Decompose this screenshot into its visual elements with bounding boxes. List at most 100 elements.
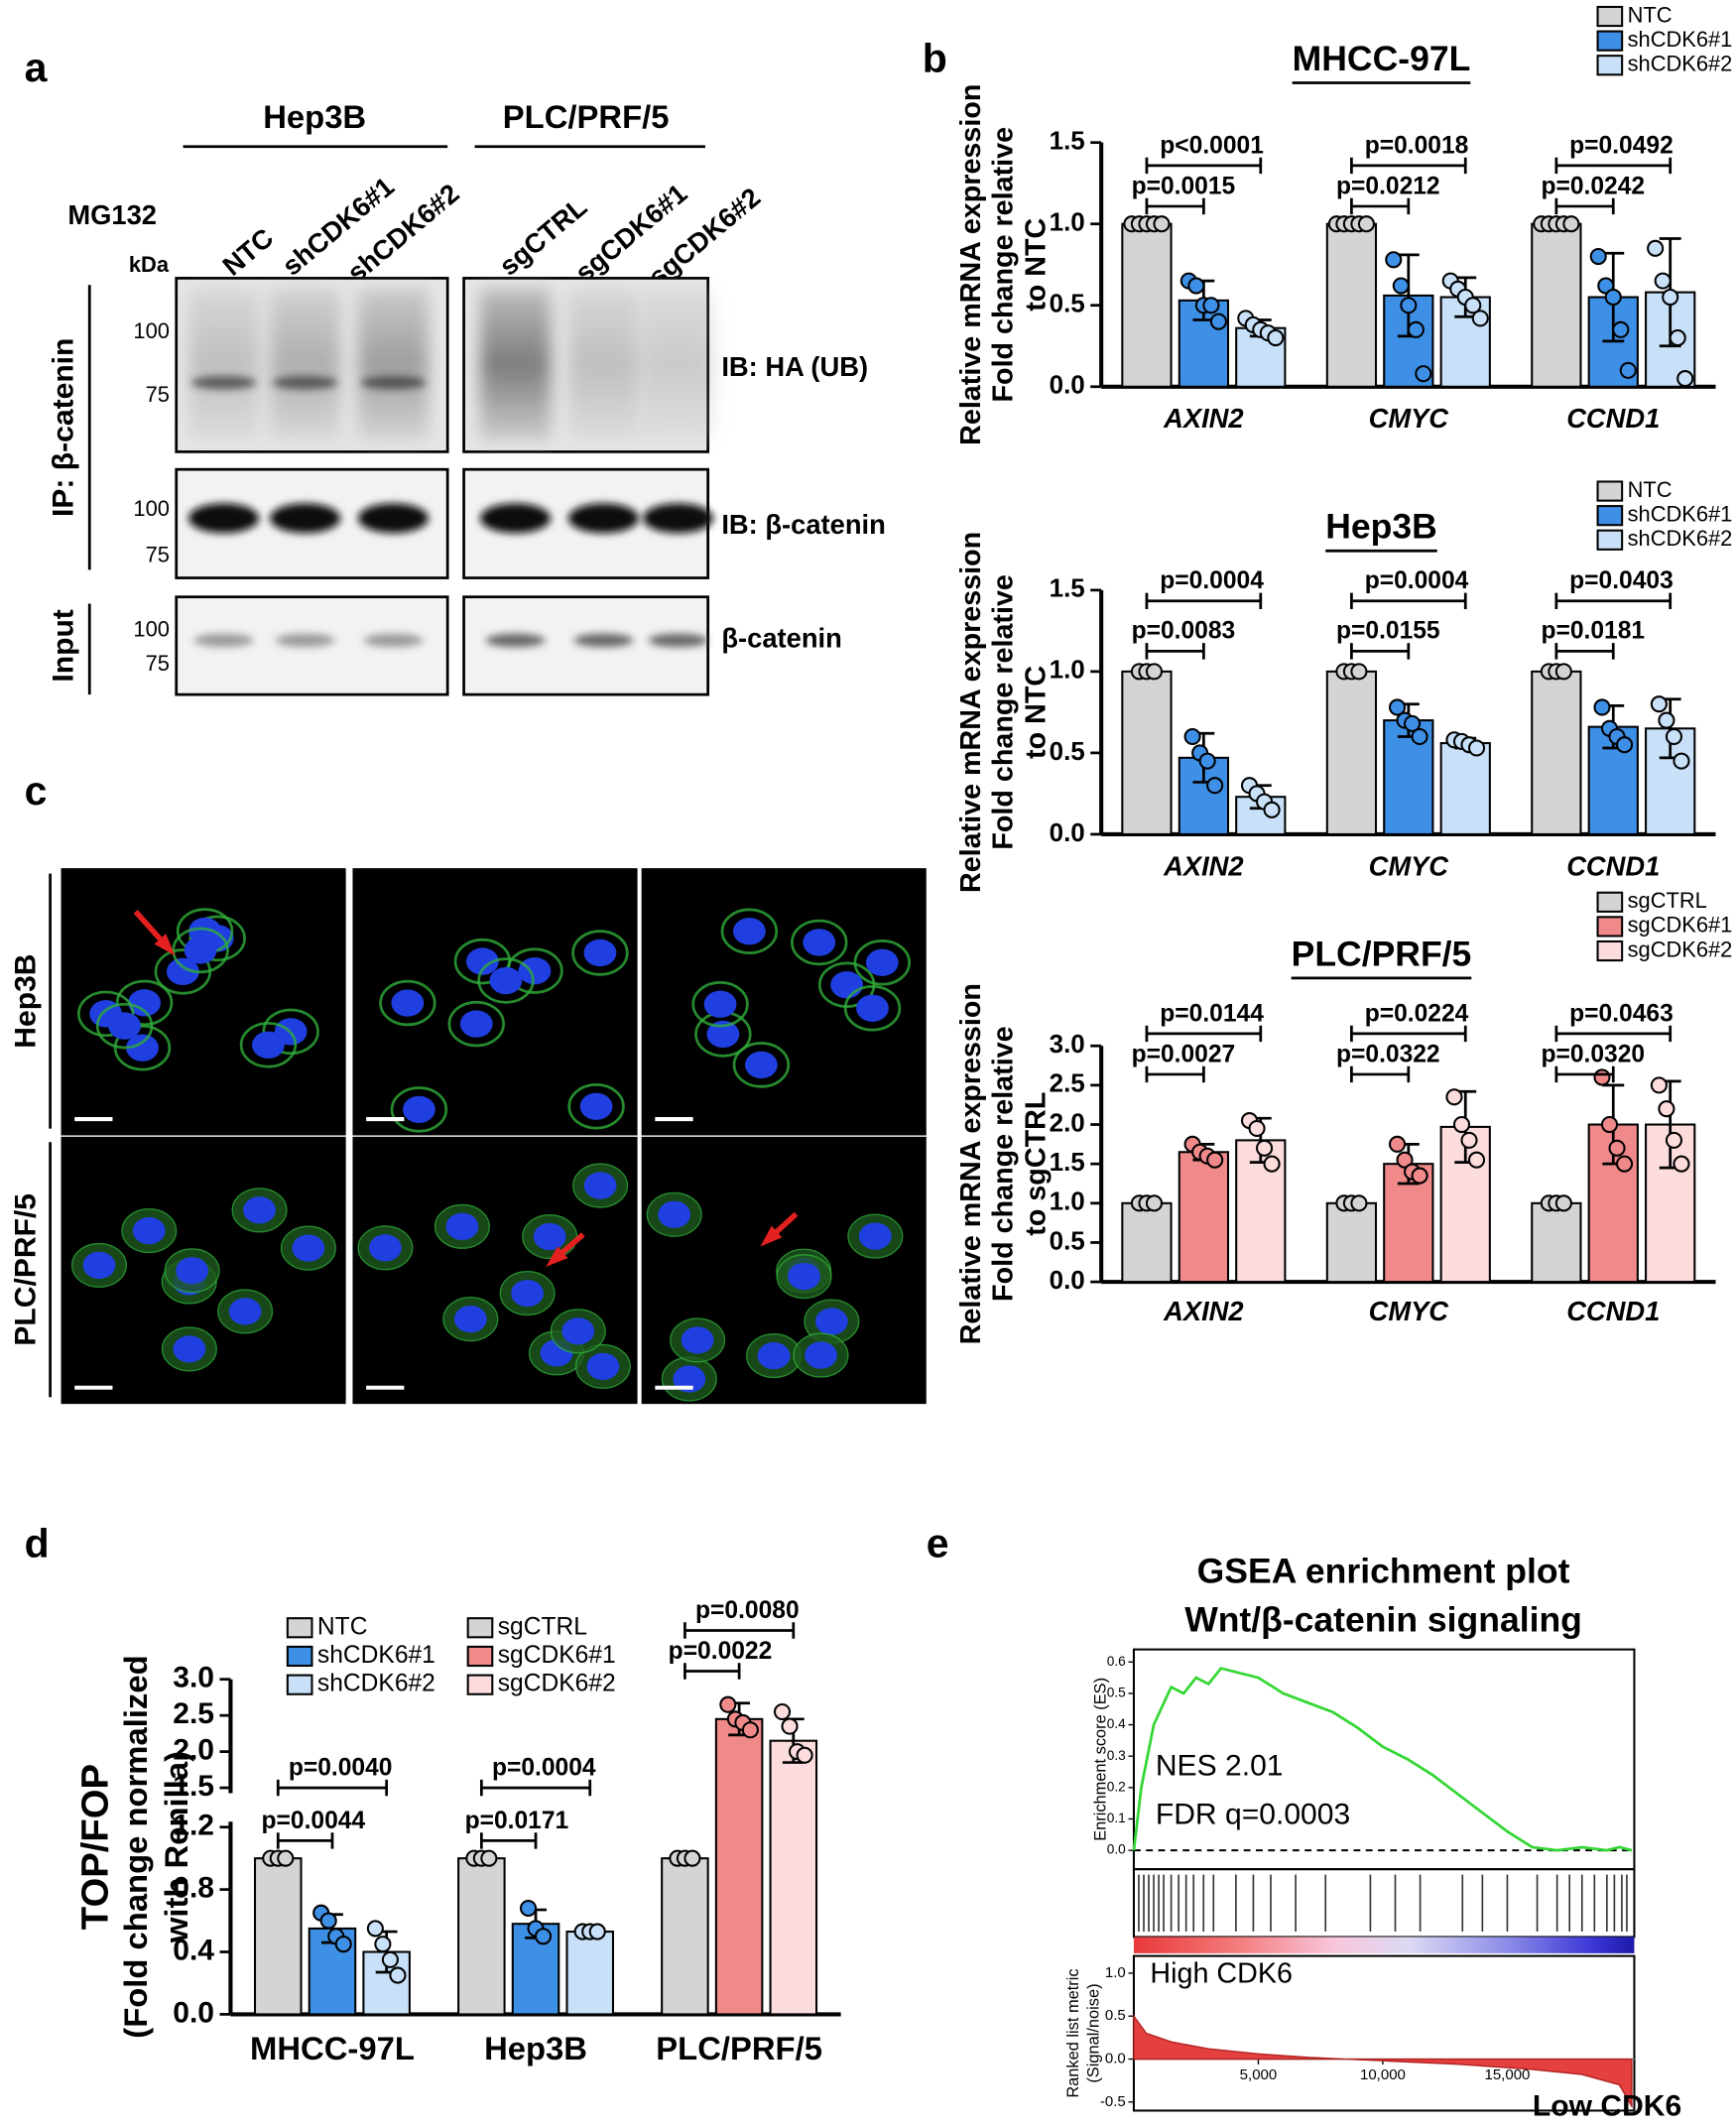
nucleus xyxy=(703,990,737,1018)
p-value: p=0.0403 xyxy=(1569,567,1674,594)
arrow-head xyxy=(154,934,176,956)
nucleus xyxy=(228,1298,262,1325)
blot-band xyxy=(193,633,254,648)
panel-label: e xyxy=(927,1521,949,1566)
nucleus xyxy=(459,1010,493,1038)
data-point xyxy=(1350,1194,1368,1212)
x-tick-label: AXIN2 xyxy=(1163,1296,1244,1326)
annotation: FDR q=0.0003 xyxy=(1156,1799,1350,1831)
bar xyxy=(1325,1201,1378,1284)
x-tick-label: AXIN2 xyxy=(1163,850,1244,881)
legend-label: NTC xyxy=(317,1613,368,1640)
data-point xyxy=(1404,714,1422,732)
data-point xyxy=(1562,215,1580,233)
blot-label: IB: β-catenin xyxy=(721,509,885,540)
x-tick-label: 10,000 xyxy=(1360,2066,1406,2083)
nucleus xyxy=(82,1251,116,1280)
data-point xyxy=(1467,739,1486,757)
y-tick-label: 1.0 xyxy=(1050,207,1085,237)
cell-membrane xyxy=(379,979,436,1027)
cell-membrane xyxy=(115,979,174,1027)
y-tick-label: 2.5 xyxy=(173,1697,214,1730)
y-tick-label: 0.0 xyxy=(173,1996,214,2029)
data-point xyxy=(1183,727,1201,746)
y-tick-label: 0.0 xyxy=(1050,1265,1085,1295)
nucleus xyxy=(453,1305,487,1333)
p-value: p=0.0242 xyxy=(1541,173,1645,199)
p-value: p<0.0001 xyxy=(1160,132,1264,159)
y-tick-label: 0.5 xyxy=(1107,1686,1126,1700)
significance-bracket xyxy=(1350,157,1467,175)
cell-line: PLC/PRF/5 xyxy=(503,98,670,135)
blot-label: β-catenin xyxy=(721,623,841,654)
data-point xyxy=(1396,1151,1414,1169)
data-point xyxy=(374,1936,392,1953)
data-point xyxy=(1616,736,1634,754)
y-tick-label: 0.5 xyxy=(1050,736,1085,766)
nucleus xyxy=(369,1234,402,1262)
mw-marker: 100 xyxy=(133,617,169,642)
bar xyxy=(457,1857,506,2016)
y-tick-label: 2.0 xyxy=(173,1734,214,1767)
y-tick-label: 0.0 xyxy=(1050,817,1085,847)
nucleus xyxy=(561,1317,595,1345)
legend-label: sgCTRL xyxy=(498,1613,587,1640)
significance-bracket xyxy=(683,1663,741,1680)
significance-bracket xyxy=(1554,643,1615,660)
data-point xyxy=(519,1899,538,1918)
p-value: p=0.0040 xyxy=(289,1754,393,1781)
nucleus xyxy=(511,1279,545,1308)
cell-membrane xyxy=(95,1002,154,1050)
panel-label: c xyxy=(25,768,48,813)
cell-membrane xyxy=(188,915,246,962)
data-point xyxy=(1202,297,1220,314)
blot-band xyxy=(190,375,257,390)
y-tick-label: 0.0 xyxy=(1050,370,1085,400)
legend-label: shCDK6#2 xyxy=(1628,526,1733,551)
p-value: p=0.0027 xyxy=(1132,1041,1236,1067)
x-tick-label: 15,000 xyxy=(1484,2066,1530,2083)
data-point xyxy=(1153,215,1171,233)
data-point xyxy=(1467,1151,1486,1169)
blot-band xyxy=(275,633,335,648)
bar xyxy=(254,1857,303,2016)
significance-bracket xyxy=(1350,1025,1467,1043)
y-tick-label: 0.5 xyxy=(1050,289,1085,318)
legend-label: sgCDK6#1 xyxy=(498,1642,616,1669)
blot-smear xyxy=(643,289,714,441)
blot-band xyxy=(479,503,552,534)
data-point xyxy=(1471,310,1489,327)
legend-swatch xyxy=(1596,480,1624,502)
significance-bracket xyxy=(276,1832,334,1849)
data-point xyxy=(1407,320,1425,338)
y-axis-label: (Signal/noise) xyxy=(1085,1983,1103,2082)
blot-band xyxy=(188,503,260,534)
nucleus xyxy=(583,938,617,967)
y-axis-label: to NTC xyxy=(1020,218,1052,312)
p-value: p=0.0083 xyxy=(1132,618,1236,645)
blot-band xyxy=(272,375,338,390)
legend-label: sgCDK6#2 xyxy=(1628,937,1733,961)
nucleus xyxy=(176,1257,209,1285)
nucleus xyxy=(805,1341,837,1369)
nucleus xyxy=(391,989,425,1017)
bar xyxy=(1531,670,1582,835)
mw-marker: 75 xyxy=(146,651,170,676)
bar xyxy=(1531,222,1582,388)
nucleus xyxy=(128,989,161,1017)
legend-swatch xyxy=(1596,939,1624,962)
nucleus xyxy=(445,1212,479,1241)
y-axis-label: Fold change relative xyxy=(988,127,1020,403)
cell-membrane xyxy=(843,985,902,1032)
p-value: p=0.0044 xyxy=(262,1808,366,1834)
data-point xyxy=(389,1966,407,1984)
bar xyxy=(714,1717,764,2016)
blot-smear xyxy=(188,289,260,441)
data-point xyxy=(1554,1194,1572,1212)
p-value: p=0.0181 xyxy=(1541,618,1645,645)
bar xyxy=(661,1857,709,2016)
blot-smear xyxy=(479,289,552,441)
data-point xyxy=(1445,1088,1463,1106)
y-tick-label: 1.5 xyxy=(173,1770,214,1803)
cell-membrane xyxy=(571,930,629,976)
